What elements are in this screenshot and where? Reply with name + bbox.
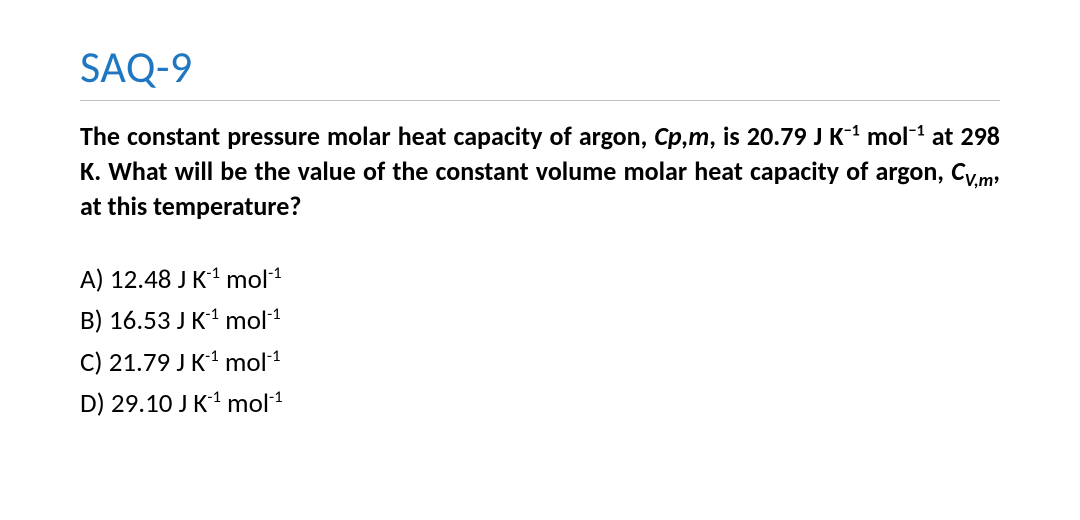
option-letter: D): [80, 387, 111, 420]
q-exp-2: −1: [908, 121, 924, 140]
option-b: B) 16.53 J K-1 mol-1: [80, 301, 1000, 340]
option-exp2: -1: [267, 304, 281, 324]
options-list: A) 12.48 J K-1 mol-1 B) 16.53 J K-1 mol-…: [80, 260, 1000, 423]
option-unit2: mol: [220, 263, 268, 296]
q-part-3: mol: [860, 120, 909, 152]
option-exp1: -1: [205, 304, 219, 324]
option-exp2: -1: [269, 387, 283, 407]
option-exp2: -1: [267, 346, 281, 366]
option-a: A) 12.48 J K-1 mol-1: [80, 260, 1000, 299]
option-letter: B): [80, 304, 109, 337]
option-exp2: -1: [268, 263, 282, 283]
option-unit1: J K: [178, 263, 207, 296]
option-exp1: -1: [207, 387, 221, 407]
q-cp-symbol: Cp,m: [654, 120, 709, 152]
option-value: 16.53: [109, 304, 171, 337]
option-unit2: mol: [221, 387, 269, 420]
option-unit1: J K: [176, 346, 205, 379]
option-exp1: -1: [205, 346, 219, 366]
option-unit2: mol: [219, 304, 267, 337]
option-unit1: J K: [179, 387, 208, 420]
q-part-2: , is 20.79 J K: [709, 120, 843, 152]
option-unit1: J K: [177, 304, 206, 337]
option-c: C) 21.79 J K-1 mol-1: [80, 343, 1000, 382]
q-part-1: The constant pressure molar heat capacit…: [80, 120, 654, 152]
option-d: D) 29.10 J K-1 mol-1: [80, 384, 1000, 423]
option-value: 29.10: [111, 387, 173, 420]
slide-container: SAQ-9 The constant pressure molar heat c…: [0, 0, 1080, 423]
q-cv-symbol-sub: V,m: [965, 169, 994, 191]
option-letter: C): [80, 346, 109, 379]
option-unit2: mol: [219, 346, 267, 379]
question-text: The constant pressure molar heat capacit…: [80, 119, 1000, 224]
option-value: 12.48: [110, 263, 172, 296]
option-value: 21.79: [109, 346, 171, 379]
q-exp-1: −1: [844, 121, 860, 140]
option-letter: A): [80, 263, 110, 296]
question-title: SAQ-9: [80, 40, 1000, 101]
option-exp1: -1: [206, 263, 220, 283]
q-cv-symbol-main: C: [951, 155, 964, 187]
